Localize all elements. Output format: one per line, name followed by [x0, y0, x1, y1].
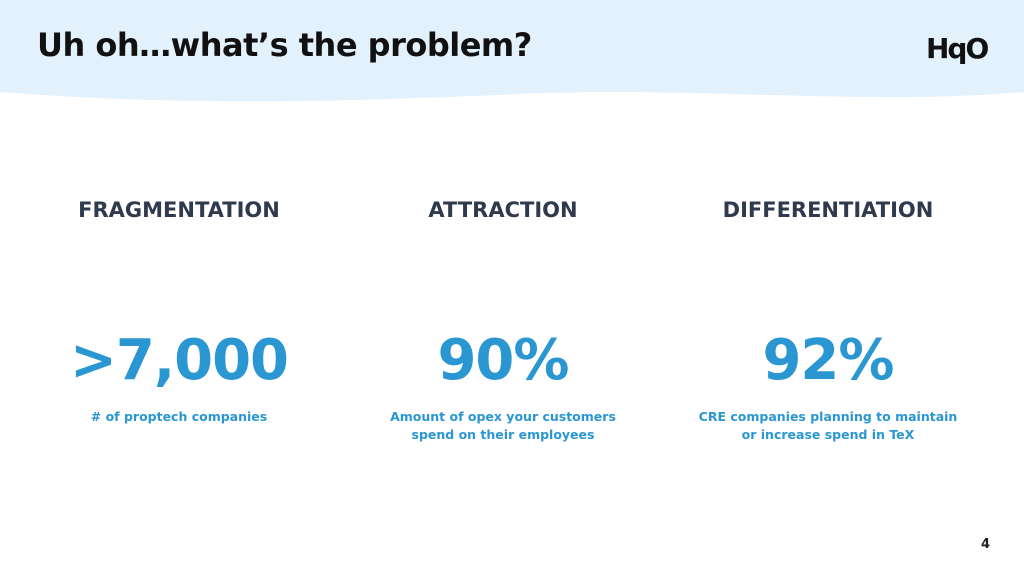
caption-line: CRE companies planning to maintain	[698, 409, 958, 424]
stat-column: ATTRACTION 90% Amount of opex your custome…	[343, 198, 663, 444]
column-heading: FRAGMENTATION	[78, 198, 280, 222]
column-heading: DIFFERENTIATION	[722, 198, 934, 222]
page-number: 4	[981, 537, 991, 552]
caption-line: spend on their employees	[411, 427, 595, 442]
slide-title: Uh oh…what’s the problem?	[37, 26, 532, 64]
logo: HqO	[926, 32, 989, 65]
stat-column: DIFFERENTIATION 92% CRE companies planning…	[668, 198, 988, 444]
caption-line: # of proptech companies	[90, 409, 268, 424]
caption-line: Amount of opex your customers	[390, 409, 616, 424]
stat-value: 92%	[762, 328, 894, 393]
stat-caption: # of proptech companies	[19, 408, 339, 426]
caption-line: or increase spend in TeX	[741, 427, 915, 442]
stat-caption: Amount of opex your customers spend on th…	[343, 408, 663, 444]
stat-value: 90%	[437, 328, 569, 393]
header-wave	[0, 0, 1024, 102]
stat-caption: CRE companies planning to maintain or inc…	[668, 408, 988, 444]
stat-value: >7,000	[69, 328, 289, 393]
stat-column: FRAGMENTATION >7,000 # of proptech compani…	[19, 198, 339, 426]
header-band	[0, 0, 1024, 102]
column-heading: ATTRACTION	[428, 198, 578, 222]
